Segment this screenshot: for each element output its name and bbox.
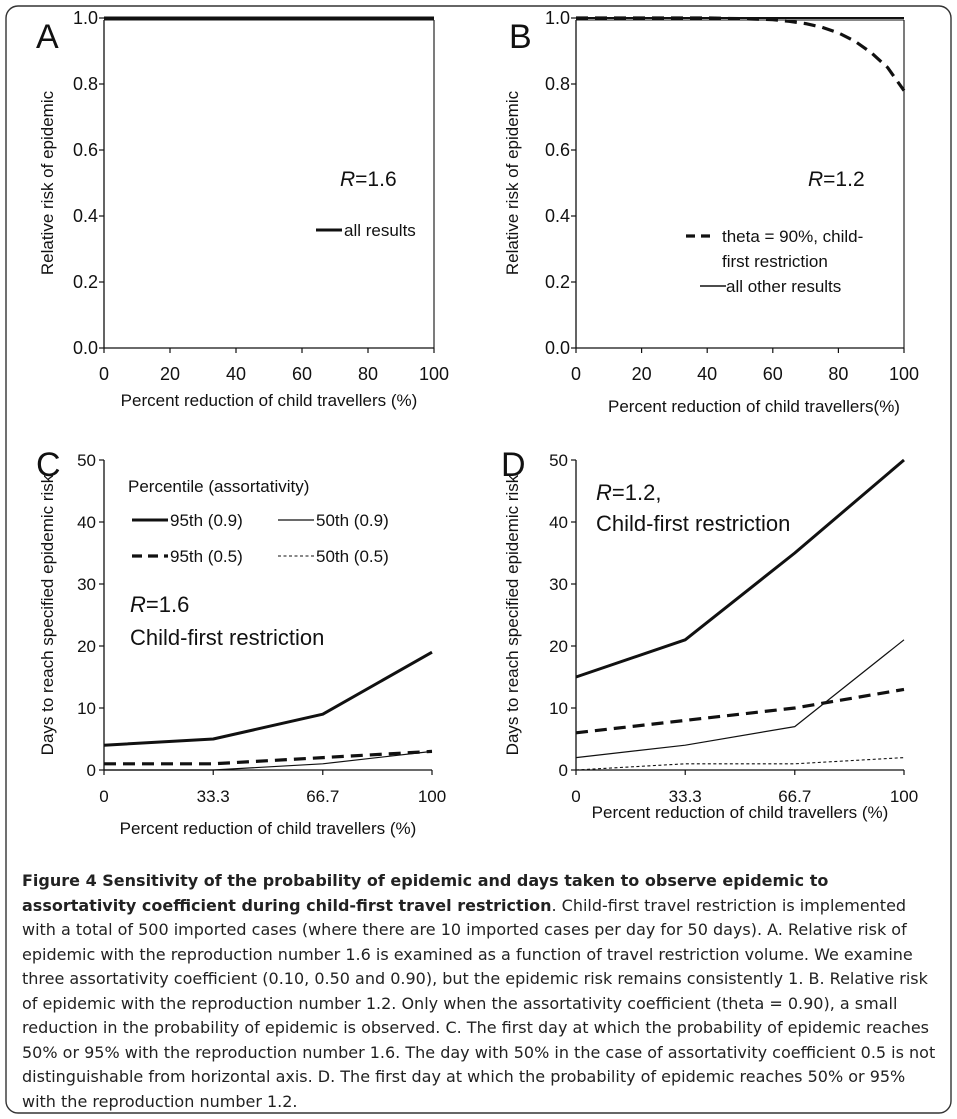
- panel-d-ytick-label: 20: [549, 637, 568, 656]
- panel-d-xtick-label: 100: [890, 787, 918, 806]
- panel-a-annotation: R=1.6: [340, 168, 397, 191]
- figure-caption: Figure 4 Sensitivity of the probability …: [22, 869, 942, 1114]
- panel-a-legend-label: all results: [344, 221, 416, 240]
- panel-c-legend-label: 50th (0.9): [316, 511, 389, 530]
- panel-b-ytick-label: 0.0: [545, 338, 570, 358]
- panel-b-legend-label: first restriction: [722, 252, 828, 271]
- panel-d-series-line: [575, 757, 905, 771]
- panel-c-annotation-line: Child-first restriction: [130, 625, 324, 650]
- panel-b-legend-label: all other results: [726, 277, 841, 296]
- panel-d-ytick-label: 30: [549, 575, 568, 594]
- panel-d-ytick-label: 50: [549, 451, 568, 470]
- panel-a-xtick-label: 80: [358, 364, 378, 384]
- panel-c-xtick-label: 66.7: [306, 787, 339, 806]
- panel-b-xtick-label: 20: [632, 364, 652, 384]
- panel-d-series-line: [575, 458, 905, 679]
- panel-c-series-line: [104, 749, 433, 766]
- panel-d-ytick-label: 40: [549, 513, 568, 532]
- panel-c-legend-label: 95th (0.5): [170, 547, 243, 566]
- panel-a-y-axis-label: Relative risk of epidemic: [38, 90, 57, 275]
- panel-b-xtick-label: 80: [828, 364, 848, 384]
- panel-c-ytick-label: 20: [77, 637, 96, 656]
- panel-a-ytick-label: 0.0: [73, 338, 98, 358]
- panel-d-xtick-label: 66.7: [778, 787, 811, 806]
- panel-b-series-line: [576, 16, 906, 92]
- panel-d-xtick-label: 33.3: [669, 787, 702, 806]
- panel-a-ytick-label: 0.6: [73, 140, 98, 160]
- panel-c-series-line: [104, 750, 433, 771]
- panel-c-ytick-label: 10: [77, 699, 96, 718]
- panel-b-ytick-label: 1.0: [545, 8, 570, 28]
- panel-c-xtick-label: 0: [99, 787, 108, 806]
- panel-a-x-axis-label: Percent reduction of child travellers (%…: [121, 391, 418, 410]
- panel-d-xtick-label: 0: [571, 787, 580, 806]
- panel-d-ytick-label: 0: [559, 761, 568, 780]
- panel-a-ytick-label: 1.0: [73, 8, 98, 28]
- panel-b-ytick-label: 0.2: [545, 272, 570, 292]
- panel-c-legend-title: Percentile (assortativity): [128, 477, 309, 496]
- panel-d-y-axis-label: Days to reach specified epidemic risk: [503, 474, 522, 755]
- panel-c-legend-label: 50th (0.5): [316, 547, 389, 566]
- panel-a-ytick-label: 0.2: [73, 272, 98, 292]
- panel-a-ytick-label: 0.4: [73, 206, 98, 226]
- panel-a-xtick-label: 40: [226, 364, 246, 384]
- panel-c-x-axis-label: Percent reduction of child travellers (%…: [120, 819, 417, 838]
- panel-a-xtick-label: 0: [99, 364, 109, 384]
- panel-b-ytick-label: 0.8: [545, 74, 570, 94]
- caption-title: Figure 4 Sensitivity of the probability …: [22, 871, 829, 915]
- panel-d-annotation-line: Child-first restriction: [596, 511, 790, 536]
- panel-a-xtick-label: 20: [160, 364, 180, 384]
- panel-c-ytick-label: 30: [77, 575, 96, 594]
- panel-c-xtick-label: 100: [418, 787, 446, 806]
- panel-c-letter: C: [36, 446, 61, 484]
- panel-a-xtick-label: 60: [292, 364, 312, 384]
- panel-c-y-axis-label: Days to reach specified epidemic risk: [38, 474, 57, 755]
- panel-d-x-axis-label: Percent reduction of child travellers (%…: [592, 803, 889, 822]
- panel-c-xtick-label: 33.3: [197, 787, 230, 806]
- panel-b-letter: B: [509, 18, 532, 56]
- caption-body: . Child-first travel restriction is impl…: [22, 895, 936, 1111]
- panel-b-ytick-label: 0.4: [545, 206, 570, 226]
- panel-c-annotation-line: R=1.6: [130, 592, 189, 617]
- panel-d-annotation-line: R=1.2,: [596, 480, 661, 505]
- panel-b-xtick-label: 100: [889, 364, 919, 384]
- panel-c-series-line: [103, 650, 433, 747]
- panel-b-y-axis-label: Relative risk of epidemic: [503, 90, 522, 275]
- panel-a-ytick-label: 0.8: [73, 74, 98, 94]
- panel-b-x-axis-label: Percent reduction of child travellers(%): [608, 397, 900, 416]
- panel-d-ytick-label: 10: [549, 699, 568, 718]
- panel-b-ytick-label: 0.6: [545, 140, 570, 160]
- panel-d-letter: D: [501, 446, 526, 484]
- panel-d-series-line: [575, 639, 905, 759]
- panel-a-letter: A: [36, 18, 59, 56]
- figure-border: [5, 5, 952, 1114]
- panel-b-annotation: R=1.2: [808, 168, 865, 191]
- panel-b-legend-label: theta = 90%, child-: [722, 227, 863, 246]
- panel-c-ytick-label: 0: [87, 761, 96, 780]
- panel-d-series-line: [575, 687, 905, 735]
- panel-c-ytick-label: 50: [77, 451, 96, 470]
- panel-c-legend-label: 95th (0.9): [170, 511, 243, 530]
- panel-b-xtick-label: 40: [697, 364, 717, 384]
- panel-c-ytick-label: 40: [77, 513, 96, 532]
- panel-b-xtick-label: 60: [763, 364, 783, 384]
- panel-a-xtick-label: 100: [419, 364, 449, 384]
- panel-b-xtick-label: 0: [571, 364, 581, 384]
